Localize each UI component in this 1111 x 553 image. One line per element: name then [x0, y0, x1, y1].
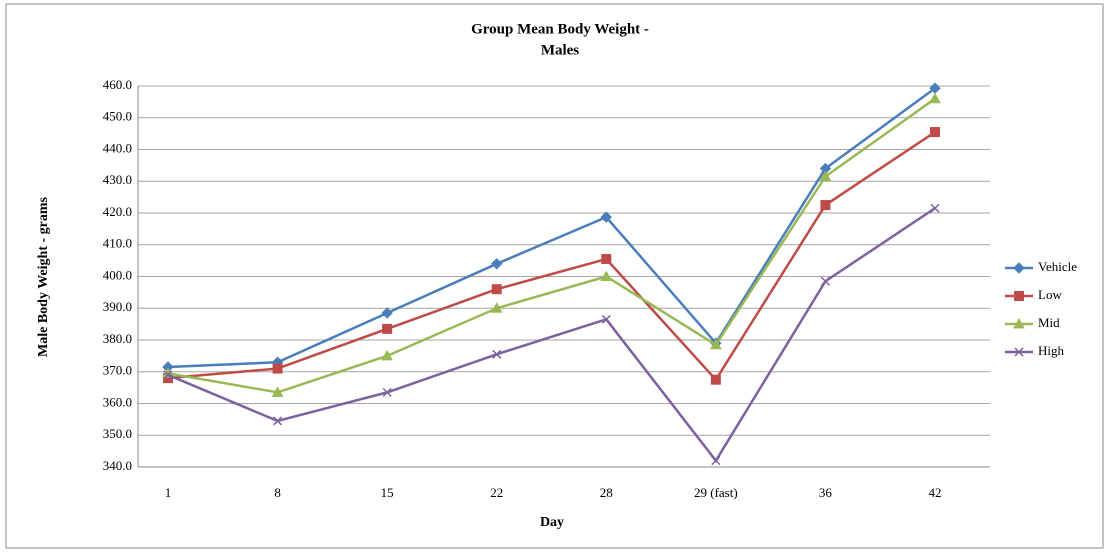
x-axis-label: Day — [540, 515, 564, 530]
x-tick-label: 42 — [929, 485, 942, 500]
chart-title: Group Mean Body Weight - — [471, 21, 649, 37]
marker — [1014, 291, 1024, 301]
marker — [600, 211, 612, 223]
marker — [381, 307, 393, 319]
legend-label: Low — [1038, 287, 1062, 302]
chart-title: Males — [541, 42, 579, 58]
series-line — [167, 97, 936, 394]
marker — [1014, 347, 1024, 357]
y-tick-label: 390.0 — [103, 299, 132, 314]
x-tick-label: 29 (fast) — [694, 485, 738, 500]
y-tick-label: 340.0 — [103, 458, 132, 473]
marker — [819, 170, 832, 181]
marker — [492, 349, 502, 359]
marker — [382, 323, 393, 334]
marker — [382, 387, 392, 397]
y-tick-label: 380.0 — [103, 331, 132, 346]
x-tick-label: 8 — [274, 485, 281, 500]
marker — [711, 456, 721, 466]
marker — [381, 349, 393, 361]
y-tick-label: 430.0 — [103, 172, 132, 187]
marker — [820, 276, 830, 286]
y-tick-label: 400.0 — [103, 267, 132, 282]
y-tick-label: 450.0 — [103, 109, 132, 124]
marker — [930, 203, 940, 213]
marker — [601, 254, 612, 265]
marker — [1013, 317, 1025, 329]
marker — [490, 302, 503, 313]
x-tick-label: 22 — [490, 485, 503, 500]
marker — [600, 270, 613, 281]
x-tick-label: 1 — [165, 485, 172, 500]
x-tick-label: 28 — [600, 485, 613, 500]
legend-label: Mid — [1038, 315, 1060, 330]
marker — [271, 386, 284, 397]
marker — [710, 374, 721, 385]
marker — [710, 338, 722, 350]
y-tick-label: 460.0 — [103, 77, 132, 92]
x-tick-label: 15 — [381, 485, 394, 500]
y-axis-label: Male Body Weight - grams — [36, 196, 51, 357]
x-tick-label: 36 — [819, 485, 833, 500]
legend-label: High — [1038, 343, 1065, 358]
series-line — [167, 130, 936, 382]
series-line — [167, 87, 936, 369]
marker — [929, 92, 941, 104]
legend-label: Vehicle — [1038, 259, 1077, 274]
marker — [491, 258, 503, 270]
marker — [601, 314, 611, 324]
marker — [163, 370, 173, 380]
marker — [930, 127, 940, 138]
y-tick-label: 350.0 — [103, 426, 132, 441]
marker — [820, 200, 831, 211]
y-tick-label: 410.0 — [103, 236, 132, 251]
series-line — [167, 207, 936, 463]
marker — [1013, 262, 1025, 274]
y-tick-label: 360.0 — [103, 394, 132, 409]
marker — [491, 284, 502, 295]
y-tick-label: 420.0 — [103, 204, 132, 219]
y-tick-label: 440.0 — [103, 140, 132, 155]
marker — [273, 416, 283, 426]
marker — [272, 363, 283, 374]
y-tick-label: 370.0 — [103, 363, 132, 378]
